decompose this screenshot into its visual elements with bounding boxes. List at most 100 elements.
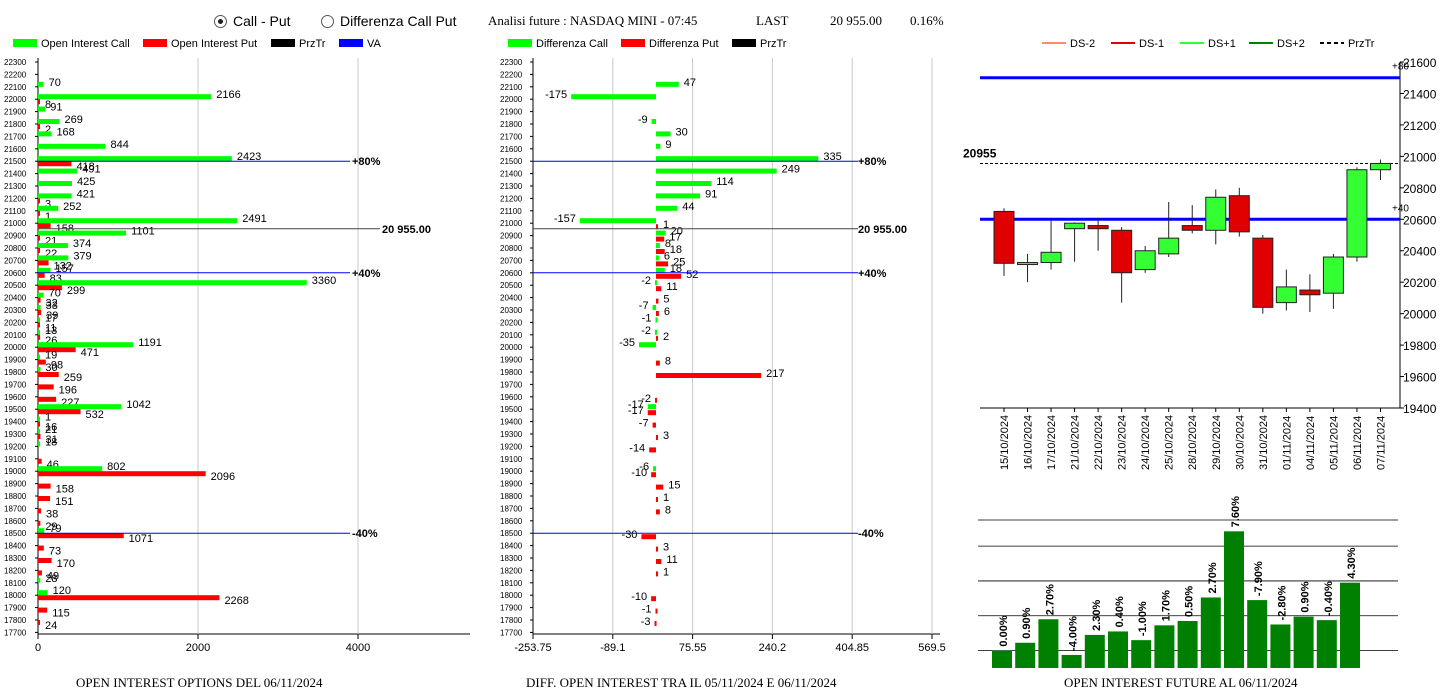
candle-body — [1111, 229, 1133, 274]
date-label: 17/10/2024 — [1046, 415, 1058, 470]
diff-put-bar — [655, 286, 662, 292]
strike-label: 19000 — [4, 467, 27, 476]
call-value-label: 70 — [49, 288, 61, 300]
strike-label: 18400 — [4, 542, 27, 551]
date-label: 16/10/2024 — [1023, 415, 1035, 470]
call-value-label: 1042 — [126, 399, 150, 411]
x-tick-label: 75.55 — [679, 642, 707, 654]
diff-put-bar — [655, 261, 669, 267]
call-bar — [38, 329, 40, 335]
strike-label: 20800 — [500, 244, 523, 253]
change-value: 0.16% — [910, 13, 944, 28]
strike-label: 18100 — [500, 579, 523, 588]
x-tick-label: 240.2 — [759, 642, 787, 654]
call-value-label: 802 — [107, 461, 125, 473]
strike-label: 22200 — [500, 70, 523, 79]
call-bar — [38, 305, 41, 310]
diff-put-bar — [655, 224, 658, 230]
call-bar — [38, 280, 307, 286]
diff-put-bar-label: -2 — [641, 393, 651, 405]
diff-call-bar — [655, 280, 658, 286]
call-bar — [38, 590, 48, 596]
put-bar — [38, 210, 40, 216]
oi-bar — [1316, 620, 1337, 668]
oi-bar — [1015, 642, 1036, 668]
diff-call-bar-label: -7 — [639, 300, 649, 312]
strike-label: 18900 — [4, 480, 27, 489]
radio-call-put[interactable]: Call - Put — [214, 13, 291, 29]
put-value-label: 132 — [54, 260, 72, 272]
put-bar — [38, 520, 41, 526]
candle-body — [1322, 256, 1344, 294]
put-bar — [38, 285, 62, 291]
diff-call-bar-label: -17 — [628, 399, 644, 411]
legend-swatch — [621, 39, 645, 47]
strike-label: 19200 — [500, 442, 523, 451]
diff-call-bar-label: -2 — [641, 325, 651, 337]
oi-bar-label: -0.40% — [1323, 581, 1335, 616]
put-bar — [38, 248, 40, 253]
diff-put-bar-label: -3 — [641, 616, 651, 628]
radio-differenza[interactable]: Differenza Call Put — [321, 13, 456, 29]
diff-put-bar — [655, 249, 665, 254]
call-value-label: 269 — [65, 114, 83, 126]
date-label: 29/10/2024 — [1211, 415, 1223, 470]
strike-label: 19500 — [4, 405, 27, 414]
oi-bar-label: 0.00% — [998, 615, 1010, 646]
diff-call-bar — [647, 404, 656, 410]
oi-bar-label: 0.50% — [1184, 586, 1196, 617]
call-value-label: 120 — [53, 585, 71, 597]
legend-swatch — [732, 39, 756, 47]
strike-label: 18000 — [500, 591, 523, 600]
diff-call-bar — [655, 168, 777, 174]
diff-call-bar — [655, 193, 701, 199]
diff-call-bar — [655, 156, 819, 162]
strike-label: 21200 — [500, 194, 523, 203]
call-bar — [38, 81, 44, 87]
strike-label: 19500 — [500, 405, 523, 414]
candle-body — [1299, 289, 1321, 296]
radio-differenza-label: Differenza Call Put — [340, 13, 457, 29]
strike-label: 18600 — [500, 517, 523, 526]
call-value-label: 13 — [45, 325, 57, 337]
strike-label: 20400 — [4, 294, 27, 303]
strike-label: 21500 — [4, 157, 27, 166]
candle-body — [1369, 162, 1391, 171]
call-value-label: 79 — [49, 523, 61, 535]
oi-bar — [1247, 600, 1268, 668]
strike-label: 18500 — [4, 529, 27, 538]
put-bar — [38, 272, 45, 278]
legend-label: DS-2 — [1070, 38, 1095, 50]
put-value-label: 1071 — [129, 533, 153, 545]
oi-bar — [1270, 624, 1291, 668]
call-bar — [38, 416, 40, 422]
strike-label: 22000 — [4, 95, 27, 104]
put-bar — [38, 297, 41, 303]
candle-body — [1158, 237, 1180, 255]
strike-label: 19100 — [500, 455, 523, 464]
legend-label: VA — [367, 38, 382, 50]
diff-put-bar-label: -7 — [639, 418, 649, 430]
diff-call-bar-label: 91 — [705, 188, 717, 200]
strike-label: 22200 — [4, 70, 27, 79]
candle-body — [1228, 195, 1250, 233]
date-label: 30/10/2024 — [1234, 415, 1246, 470]
diff-put-bar — [655, 397, 658, 403]
strike-label: 20900 — [4, 232, 27, 241]
call-bar — [38, 367, 41, 372]
strike-label: 22100 — [500, 83, 523, 92]
call-value-label: 844 — [111, 139, 129, 151]
put-bar — [38, 471, 206, 477]
diff-put-bar-label: 1 — [663, 566, 669, 578]
y-tick-label: 20000 — [1403, 308, 1437, 322]
last-price-label: 20955 — [963, 146, 997, 160]
put-value-label: 2096 — [211, 471, 235, 483]
strike-label: 22100 — [4, 83, 27, 92]
last-label: LAST — [756, 13, 789, 28]
strike-label: 18000 — [4, 591, 27, 600]
put-value-label: 2268 — [224, 595, 248, 607]
strike-label: 20700 — [500, 256, 523, 265]
legend-label: Open Interest Put — [171, 38, 257, 50]
oi-bar — [1154, 625, 1175, 668]
put-value-label: 2 — [45, 124, 51, 136]
